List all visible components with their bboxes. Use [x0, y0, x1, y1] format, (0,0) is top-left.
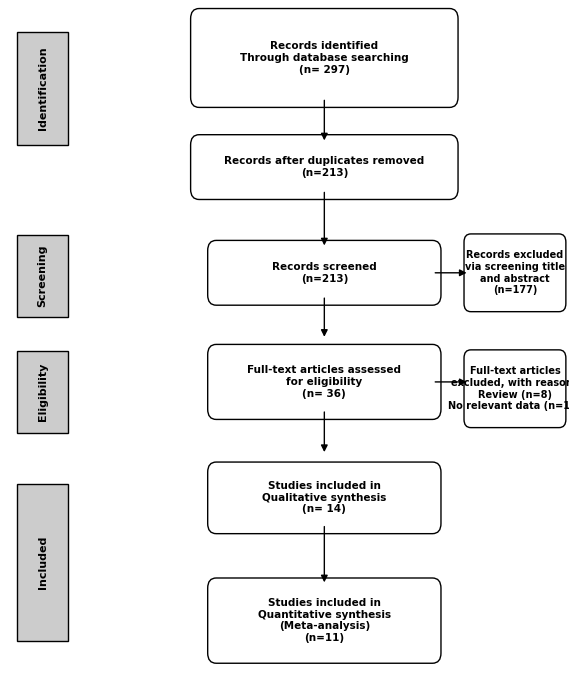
FancyBboxPatch shape: [208, 344, 441, 419]
Text: Full-text articles assessed
for eligibility
(n= 36): Full-text articles assessed for eligibil…: [248, 366, 401, 398]
FancyBboxPatch shape: [208, 578, 441, 663]
Text: Studies included in
Quantitative synthesis
(Meta-analysis)
(n=11): Studies included in Quantitative synthes…: [258, 598, 391, 643]
Text: Included: Included: [38, 536, 48, 589]
Text: Records excluded
via screening title
and abstract
(n=177): Records excluded via screening title and…: [465, 250, 565, 295]
Text: Eligibility: Eligibility: [38, 363, 48, 421]
FancyBboxPatch shape: [17, 235, 68, 317]
FancyBboxPatch shape: [17, 32, 68, 145]
FancyBboxPatch shape: [17, 484, 68, 641]
FancyBboxPatch shape: [464, 234, 566, 312]
Text: Identification: Identification: [38, 47, 48, 130]
Text: Screening: Screening: [38, 245, 48, 308]
FancyBboxPatch shape: [191, 8, 458, 107]
FancyBboxPatch shape: [464, 350, 566, 428]
Text: Studies included in
Qualitative synthesis
(n= 14): Studies included in Qualitative synthesi…: [262, 481, 386, 514]
FancyBboxPatch shape: [208, 462, 441, 533]
Text: Full-text articles
excluded, with reasons
Review (n=8)
No relevant data (n=14): Full-text articles excluded, with reason…: [448, 366, 569, 411]
FancyBboxPatch shape: [191, 135, 458, 199]
FancyBboxPatch shape: [17, 351, 68, 433]
Text: Records after duplicates removed
(n=213): Records after duplicates removed (n=213): [224, 156, 424, 178]
Text: Records identified
Through database searching
(n= 297): Records identified Through database sear…: [240, 42, 409, 74]
Text: Records screened
(n=213): Records screened (n=213): [272, 262, 377, 284]
FancyBboxPatch shape: [208, 241, 441, 306]
